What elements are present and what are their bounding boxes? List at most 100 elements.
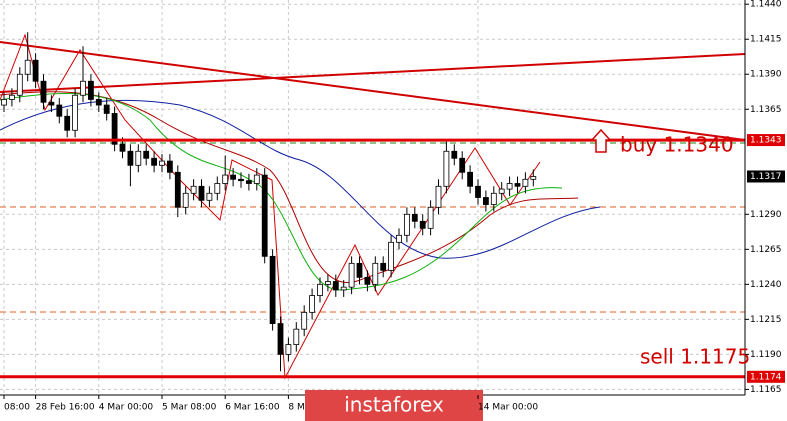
- y-tick-label: 1.1290: [750, 210, 782, 220]
- candle-body: [301, 311, 308, 330]
- price-marker: [747, 170, 785, 183]
- candle-body: [522, 178, 529, 187]
- candle-body: [498, 188, 505, 194]
- candle-body: [530, 176, 537, 180]
- y-tick-label: 1.1165: [750, 385, 782, 395]
- candle-body: [214, 183, 221, 194]
- moving-average: [0, 91, 579, 283]
- candle-body: [277, 323, 284, 355]
- candle-body: [1, 99, 7, 106]
- watermark: instaforex: [344, 393, 444, 417]
- zigzag: [0, 33, 541, 380]
- candle-body: [506, 183, 513, 190]
- x-tick-label: 14 Mar 00:00: [478, 403, 538, 413]
- candle-body: [166, 160, 173, 173]
- candle-body: [285, 344, 292, 355]
- candle-body: [324, 281, 331, 285]
- candle-body: [238, 178, 244, 182]
- y-tick-label: 1.1215: [750, 315, 782, 325]
- buy-annotation: buy 1.1340: [620, 133, 734, 157]
- price-marker-label: 1.1343: [750, 136, 782, 146]
- candle-body: [24, 59, 31, 75]
- price-marker: [747, 134, 785, 147]
- candle-body: [40, 80, 47, 103]
- x-tick-label: 8 M: [288, 403, 304, 413]
- candle-body: [451, 150, 458, 159]
- candle-body: [182, 192, 189, 208]
- trendline: [0, 53, 746, 93]
- candle-body: [340, 286, 347, 291]
- candle-body: [261, 174, 268, 257]
- price-marker-label: 1.1174: [750, 372, 782, 382]
- candle-body: [356, 262, 363, 278]
- y-tick-label: 1.1415: [750, 35, 782, 45]
- candle-body: [348, 262, 355, 288]
- candle-body: [119, 143, 126, 152]
- candle-body: [309, 295, 316, 313]
- x-tick-label: 5 Mar 08:00: [162, 403, 217, 413]
- candle-body: [269, 255, 276, 324]
- x-tick-label: 08:00: [4, 403, 30, 413]
- candle-body: [245, 180, 252, 184]
- candles: [1, 32, 537, 372]
- candle-body: [475, 185, 481, 198]
- y-tick-label: 1.1190: [750, 350, 782, 360]
- grid: [0, 0, 745, 395]
- candle-body: [364, 276, 371, 285]
- candle-body: [80, 80, 86, 96]
- candle-body: [64, 115, 71, 131]
- candle-body: [174, 171, 181, 208]
- candle-body: [230, 174, 237, 180]
- candle-body: [135, 150, 142, 166]
- candle-body: [443, 150, 450, 187]
- candle-body: [396, 234, 402, 243]
- buy-arrow-icon: [590, 128, 612, 153]
- moving-average: [0, 99, 601, 259]
- candle-body: [514, 183, 521, 187]
- moving-average: [0, 92, 563, 291]
- y-tick-label: 1.1240: [750, 280, 782, 290]
- candle-body: [151, 157, 158, 166]
- candle-body: [56, 104, 63, 117]
- candle-body: [490, 192, 497, 205]
- price-marker: [747, 370, 785, 383]
- x-tick-label: 4 Mar 00:00: [99, 403, 154, 413]
- candle-body: [206, 192, 213, 201]
- x-tick-label: 28 Feb 16:00: [36, 403, 95, 413]
- sell-annotation: sell 1.1175: [640, 345, 750, 369]
- candle-body: [411, 213, 418, 222]
- candle-body: [293, 328, 300, 345]
- candle-body: [190, 185, 197, 194]
- candle-body: [427, 206, 434, 229]
- candle-body: [372, 262, 379, 285]
- candle-body: [72, 94, 78, 131]
- candle-body: [388, 241, 395, 271]
- price-marker-label: 1.1317: [750, 172, 782, 182]
- candle-body: [127, 150, 134, 166]
- candle-body: [419, 220, 426, 229]
- candle-body: [222, 174, 229, 184]
- y-tick-label: 1.1390: [750, 70, 782, 80]
- watermark-box: [305, 390, 483, 421]
- levels: 1.1343 1.1317 1.1174: [0, 134, 785, 383]
- candle-body: [198, 185, 205, 201]
- candle-body: [403, 213, 410, 236]
- y-tick-label: 1.1440: [750, 0, 782, 10]
- candle-body: [317, 283, 323, 296]
- decorations: [0, 33, 746, 380]
- candle-body: [111, 113, 118, 145]
- candle-body: [103, 104, 110, 114]
- candle-body: [253, 174, 260, 184]
- candle-body: [95, 99, 102, 106]
- candle-body: [467, 171, 474, 187]
- candle-body: [16, 73, 23, 96]
- y-tick-label: 1.1265: [750, 245, 782, 255]
- candle-body: [32, 59, 39, 82]
- candle-body: [159, 160, 165, 166]
- x-tick-label: 6 Mar 16:00: [225, 403, 280, 413]
- y-tick-label: 1.1365: [750, 105, 782, 115]
- candle-body: [88, 80, 94, 100]
- candle-body: [435, 185, 442, 208]
